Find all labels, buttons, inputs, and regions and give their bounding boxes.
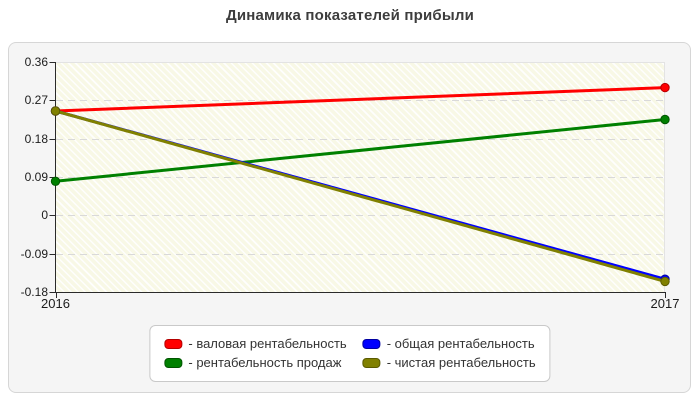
series-line-prodazh xyxy=(54,118,667,183)
series-marker-chistaya xyxy=(660,276,670,287)
legend-swatch-obshchaya xyxy=(362,339,381,349)
legend: - валовая рентабельность - общая рентабел… xyxy=(149,325,551,382)
y-tick-label: 0.27 xyxy=(24,93,48,108)
legend-swatch-chistaya xyxy=(362,358,381,368)
legend-label-chistaya: - чистая рентабельность xyxy=(386,355,536,370)
series-marker-prodazh xyxy=(660,114,670,125)
series-marker-chistaya xyxy=(50,106,61,116)
series-line-chistaya xyxy=(54,109,667,283)
chart-title: Динамика показателей прибыли xyxy=(225,7,475,24)
y-tick-label: -0.18 xyxy=(20,285,48,299)
legend-item-chistaya: - чистая рентабельность xyxy=(362,355,536,371)
y-tick-label: -0.09 xyxy=(20,246,48,261)
y-tick-label: 0.36 xyxy=(24,55,48,69)
legend-item-valovaya: - валовая рентабельность xyxy=(164,336,347,352)
y-tick-label: 0.09 xyxy=(24,170,48,184)
series-marker-valovaya xyxy=(660,82,670,93)
legend-item-obshchaya: - общая рентабельность xyxy=(362,336,536,352)
series-line-valovaya xyxy=(54,86,667,113)
legend-item-prodazh: - рентабельность продаж xyxy=(164,355,346,371)
legend-label-prodazh: - рентабельность продаж xyxy=(188,355,342,370)
x-tick-label: 2017 xyxy=(650,296,680,311)
y-tick-label: 0.18 xyxy=(24,131,48,146)
series-marker-prodazh xyxy=(50,176,61,187)
legend-label-valovaya: - валовая рентабельность xyxy=(188,336,347,351)
x-tick-label: 2016 xyxy=(41,296,70,311)
legend-label-obshchaya: - общая рентабельность xyxy=(386,336,535,351)
y-tick-label: 0 xyxy=(41,208,48,223)
legend-swatch-valovaya xyxy=(164,339,183,349)
legend-swatch-prodazh xyxy=(164,358,183,368)
